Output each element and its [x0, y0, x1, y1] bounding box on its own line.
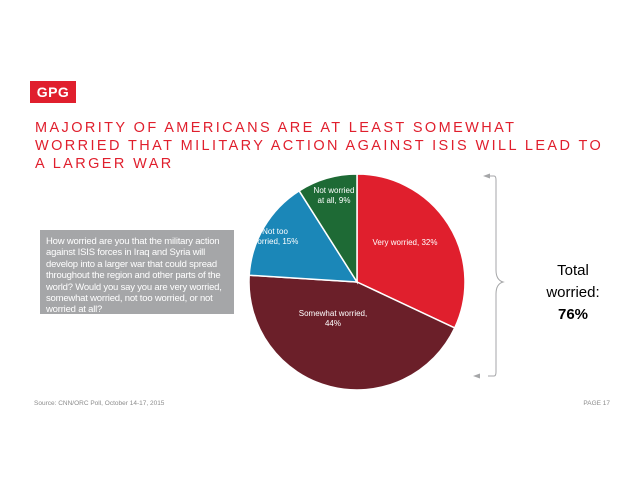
total-label-line1: Total [557, 262, 589, 279]
pie-slice-not-too-worried [248, 189, 359, 283]
total-value: 76% [557, 306, 589, 323]
source-note: Source: CNN/ORC Poll, October 14-17, 201… [34, 400, 165, 407]
bracket-arrow-bottom [473, 373, 480, 379]
total-label-line2: worried: [546, 284, 600, 301]
question-box: How worried are you that the military ac… [40, 230, 234, 315]
pie-slice-somewhat-worried [248, 274, 456, 391]
slide-title: MAJORITY OF AMERICANS ARE AT LEAST SOMEW… [35, 120, 604, 172]
total-worried: Total worried: 76% [530, 260, 616, 326]
total-bracket [488, 175, 505, 377]
pie-label-not-worried-at-all: Not worried at all, 9% [314, 186, 355, 205]
pie-label-very-worried: Very worried, 32% [373, 238, 438, 247]
gpg-logo: GPG [30, 81, 76, 103]
page-number: PAGE 17 [583, 400, 610, 407]
pie-slice-not-worried-at-all [298, 173, 358, 285]
pie-label-not-too-worried: Not too worried, 15% [251, 227, 299, 246]
pie-label-somewhat-worried: Somewhat worried, 44% [299, 309, 367, 328]
pie-slice-very-worried [356, 173, 466, 329]
bracket-arrow-top [483, 173, 490, 179]
